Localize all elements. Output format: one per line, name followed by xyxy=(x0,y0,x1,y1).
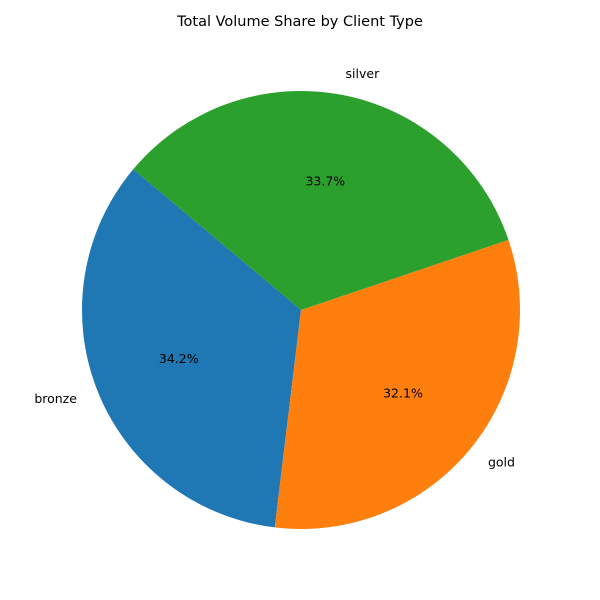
pie-category-label-bronze: bronze xyxy=(34,391,77,406)
pie-slices xyxy=(82,91,520,529)
pie-category-label-gold: gold xyxy=(488,454,515,469)
pie-category-label-silver: silver xyxy=(346,66,381,81)
pie-pct-label-gold: 32.1% xyxy=(383,385,423,400)
pie-labels: 34.2% bronze 32.1% gold 33.7% silver xyxy=(34,66,515,470)
pie-pct-label-bronze: 34.2% xyxy=(159,351,199,366)
pie-slice-gold xyxy=(274,239,520,529)
pie-pct-label-silver: 33.7% xyxy=(305,173,345,188)
pie-slice-silver xyxy=(133,91,509,310)
chart-title: Total Volume Share by Client Type xyxy=(177,14,423,30)
pie-slice-bronze xyxy=(82,169,301,528)
